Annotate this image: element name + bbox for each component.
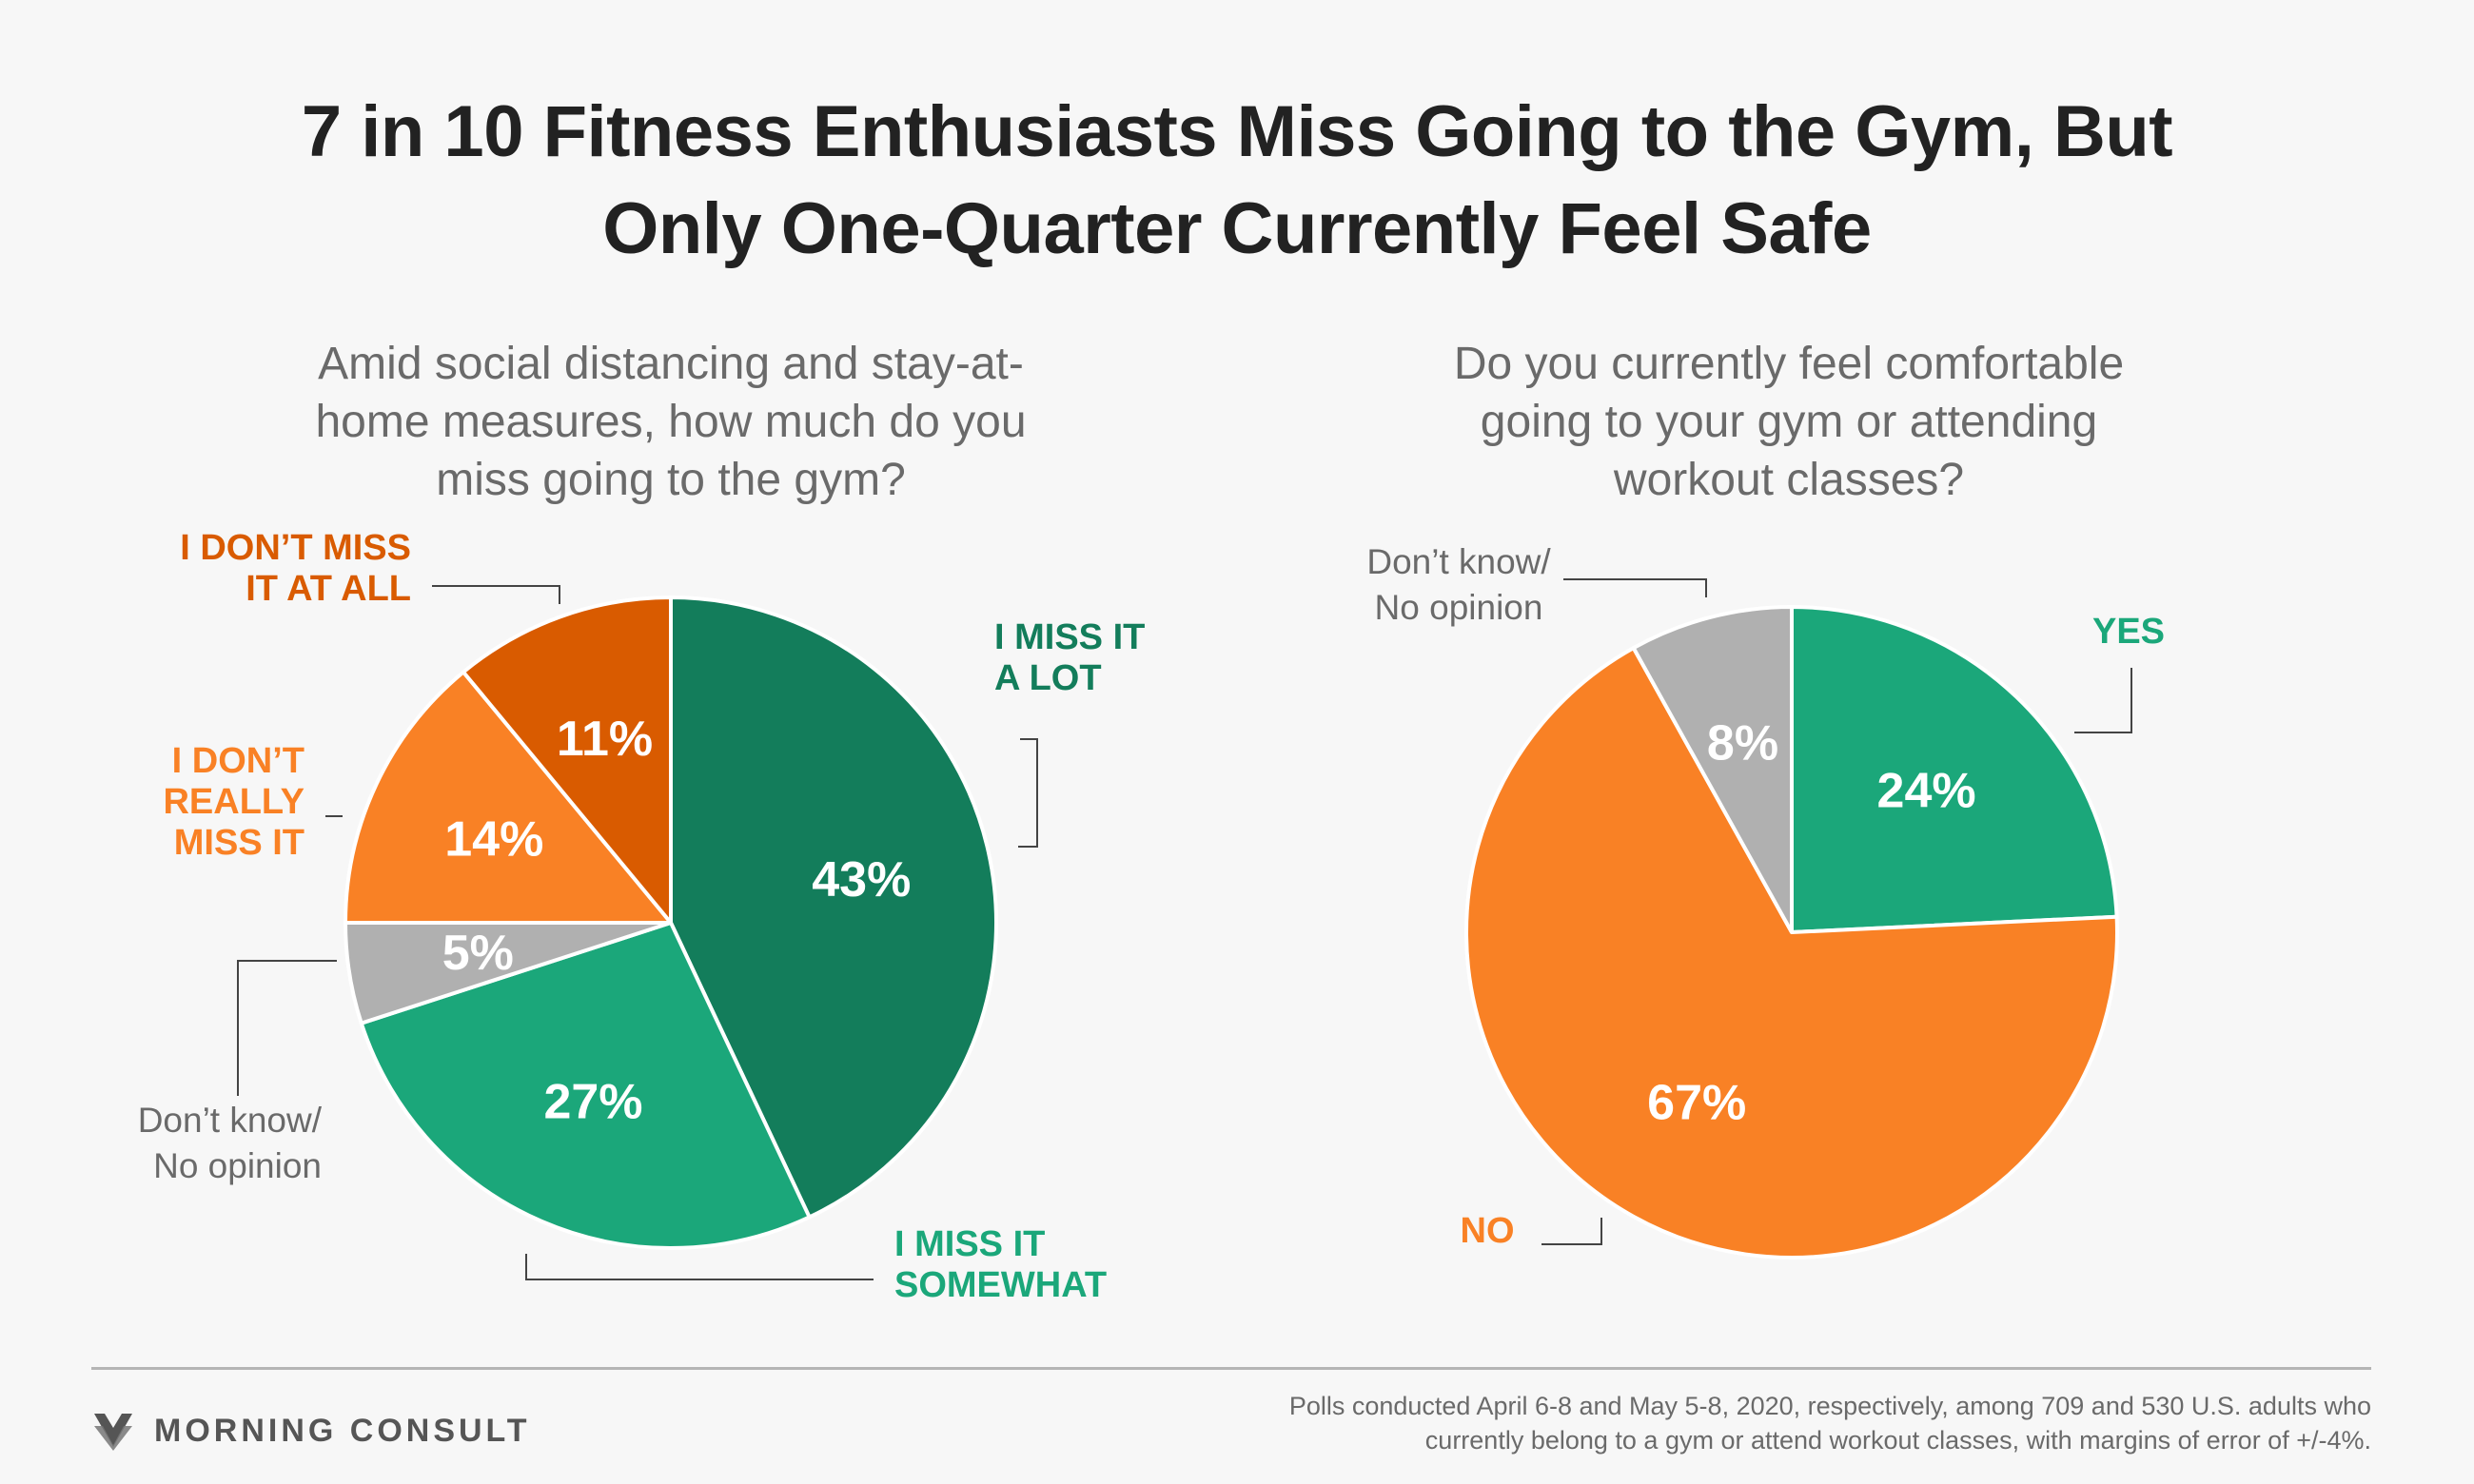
left-chart-question: Amid social distancing and stay-at- home… (247, 335, 1094, 509)
right-pct-label-don-t-know-no-opinion: 8% (1707, 715, 1778, 771)
left-slice-i-miss-it-somewhat (359, 921, 812, 1250)
title-line: 7 in 10 Fitness Enthusiasts Miss Going t… (301, 91, 2173, 172)
left-leader-line-i-miss-it-a-lot (1018, 738, 1038, 848)
left-category-label-i-don-t-really-miss-it: I DON’T REALLY MISS IT (163, 741, 304, 863)
left-category-label-i-miss-it-a-lot: I MISS IT A LOT (994, 617, 1145, 698)
category-label-line: IT AT ALL (245, 569, 411, 609)
left-slice-i-miss-it-a-lot (669, 596, 998, 1220)
category-label-line: Don’t know/ (138, 1101, 323, 1140)
question-line: Amid social distancing and stay-at- (318, 339, 1024, 389)
left-category-label-i-miss-it-somewhat: I MISS IT SOMEWHAT (894, 1224, 1107, 1305)
right-leader-line-no (1541, 1218, 1602, 1245)
right-leader-line-yes (2074, 668, 2132, 733)
category-label-line: NO (1461, 1211, 1515, 1251)
question-line: Do you currently feel comfortable (1453, 339, 2125, 389)
category-label-line: No opinion (1375, 588, 1543, 627)
right-category-label-don-t-know-no-opinion: Don’t know/No opinion (1366, 542, 1551, 627)
left-pct-label-i-miss-it-somewhat: 27% (543, 1074, 642, 1129)
brand-logo-group: MORNING CONSULT (91, 1404, 531, 1457)
question-line: going to your gym or attending (1480, 397, 2098, 447)
question-line: workout classes? (1613, 455, 1965, 505)
source-footnote: Polls conducted April 6-8 and May 5-8, 2… (1039, 1389, 2371, 1457)
right-slice-no (1464, 646, 2119, 1259)
left-slice-i-don-t-really-miss-it (344, 670, 673, 925)
chart-title: 7 in 10 Fitness Enthusiasts Miss Going t… (0, 84, 2474, 278)
category-label-line: I MISS IT (894, 1224, 1045, 1264)
left-pct-label-i-don-t-really-miss-it: 14% (444, 812, 543, 868)
title-line: Only One-Quarter Currently Feel Safe (602, 188, 1872, 269)
footnote-line: currently belong to a gym or attend work… (1424, 1426, 2371, 1455)
right-leader-line-don-t-know-no-opinion (1563, 578, 1707, 597)
category-label-line: Don’t know/ (1366, 542, 1551, 581)
right-category-label-no: NO (1461, 1211, 1515, 1251)
question-line: miss going to the gym? (436, 455, 906, 505)
category-label-line: I MISS IT (994, 617, 1145, 657)
right-pct-label-no: 67% (1647, 1075, 1746, 1130)
left-pct-label-i-miss-it-a-lot: 43% (812, 852, 911, 908)
left-slice-i-don-t-miss-it-at-all (461, 596, 673, 925)
right-slice-don-t-know-no-opinion (1631, 605, 1794, 934)
morning-consult-logo-icon (94, 1414, 132, 1451)
left-leader-line-i-don-t-miss-it-at-all (432, 585, 560, 604)
category-label-line: I DON’T MISS (180, 528, 411, 568)
category-label-line: SOMEWHAT (894, 1265, 1107, 1305)
right-slice-yes (1790, 605, 2119, 934)
right-pie-chart: 24% YES 67% NO 8% Don’t know/No opinion (1366, 542, 2165, 1259)
right-chart-question: Do you currently feel comfortable going … (1361, 335, 2217, 509)
category-label-line: I DON’T (172, 741, 304, 781)
left-category-label-don-t-know-no-opinion: Don’t know/No opinion (138, 1101, 323, 1185)
footer-divider (91, 1367, 2371, 1370)
left-pct-label-i-don-t-miss-it-at-all: 11% (557, 712, 653, 767)
question-line: home measures, how much do you (315, 397, 1027, 447)
left-leader-line-i-miss-it-somewhat (525, 1254, 874, 1280)
left-pct-label-don-t-know-no-opinion: 5% (442, 926, 514, 981)
category-label-line: A LOT (994, 658, 1102, 698)
right-category-label-yes: YES (2092, 612, 2165, 652)
category-label-line: REALLY (163, 782, 304, 822)
footnote-line: Polls conducted April 6-8 and May 5-8, 2… (1288, 1392, 2371, 1420)
category-label-line: YES (2092, 612, 2165, 652)
category-label-line: MISS IT (174, 823, 304, 863)
left-leader-line-don-t-know-no-opinion (237, 960, 337, 1096)
category-label-line: No opinion (153, 1146, 322, 1185)
brand-name: MORNING CONSULT (154, 1412, 531, 1449)
right-pct-label-yes: 24% (1877, 764, 1976, 819)
left-category-label-i-don-t-miss-it-at-all: I DON’T MISS IT AT ALL (180, 528, 411, 609)
